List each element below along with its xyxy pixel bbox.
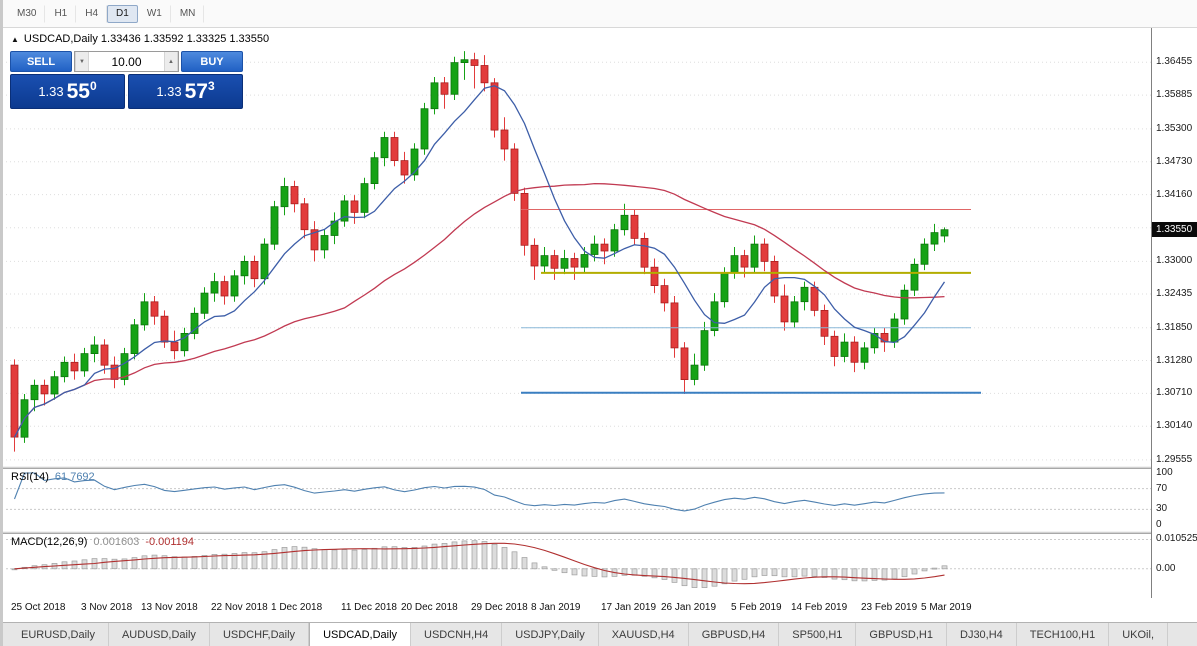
date-axis-label: 5 Feb 2019 [731,602,782,613]
sell-price-point: 0 [89,79,97,93]
chart-tab-usdjpy-daily[interactable]: USDJPY,Daily [502,623,599,646]
rsi-name: RSI(14) [11,471,49,483]
macd-name: MACD(12,26,9) [11,536,88,548]
axis-label: 1.33000 [1156,255,1193,267]
buy-price-pips: 57 [184,80,208,103]
date-axis-label: 14 Feb 2019 [791,602,848,613]
timeframe-buttons: M30 H1 H4 D1 W1 MN [8,4,205,23]
price-axis[interactable]: 1.33550 1.36455 1.35885 1.35300 1.34730 1.34… [1151,28,1197,598]
date-axis-label: 11 Dec 2018 [341,602,397,613]
date-axis-label: 23 Feb 2019 [861,602,918,613]
macd-main-value: 0.001603 [93,536,140,548]
date-axis-label: 17 Jan 2019 [601,602,657,613]
date-axis-label: 25 Oct 2018 [11,602,66,613]
timeframe-toolbar: M30 H1 H4 D1 W1 MN [3,0,1197,28]
chart-tab-audusd-daily[interactable]: AUDUSD,Daily [109,623,210,646]
sell-button[interactable]: SELL [10,51,72,72]
macd-signal-value: -0.001194 [145,536,195,548]
current-price-badge: 1.33550 [1152,221,1197,237]
axis-label: 1.34160 [1156,188,1193,200]
axis-label: 1.35300 [1156,122,1193,134]
axis-label: 0.010525 [1156,533,1197,545]
axis-label: 1.31850 [1156,321,1193,333]
date-axis-label: 13 Nov 2018 [141,602,198,613]
axis-label: 1.36455 [1156,56,1193,68]
pane-resizer[interactable] [3,531,1197,534]
axis-label: 0.00 [1156,562,1176,574]
ohlc-header: ▲ USDCAD,Daily 1.33436 1.33592 1.33325 1… [11,33,269,45]
timeframe-button-h4[interactable]: H4 [76,4,108,23]
volume-input[interactable]: 10.00 [111,54,142,69]
axis-label: 1.30710 [1156,387,1193,399]
chart-tab-dj30-h4[interactable]: DJ30,H4 [947,623,1017,646]
timeframe-button-h1[interactable]: H1 [45,4,77,23]
axis-label: 0 [1156,519,1162,530]
axis-label: 1.32435 [1156,287,1193,299]
axis-label: 30 [1156,503,1168,515]
axis-label: 1.31280 [1156,354,1193,366]
symbol-ohlc-text: USDCAD,Daily 1.33436 1.33592 1.33325 1.3… [23,33,270,45]
timeframe-button-mn[interactable]: MN [171,4,205,23]
date-axis-label: 26 Jan 2019 [661,602,717,613]
date-axis-label: 1 Dec 2018 [271,602,323,613]
rsi-indicator-label: RSI(14) 61.7692 [11,471,95,483]
rsi-value: 61.7692 [54,471,95,483]
axis-label: 100 [1156,467,1173,478]
axis-label: 1.30140 [1156,420,1193,432]
chart-tab-xauusd-h4[interactable]: XAUUSD,H4 [599,623,689,646]
pane-resizer[interactable] [3,466,1197,469]
buy-button[interactable]: BUY [181,51,243,72]
buy-price-point: 3 [207,79,215,93]
timeframe-button-d1[interactable]: D1 [107,4,138,23]
timeframe-button-w1[interactable]: W1 [138,4,171,23]
axis-label: 70 [1156,482,1168,494]
one-click-trading-panel: SELL ▼ 10.00 ▲ BUY 1.33 55 0 1.33 57 3 [10,51,243,109]
volume-increase-button[interactable]: ▲ [164,52,178,71]
date-axis-label: 20 Dec 2018 [401,602,458,613]
rsi-indicator-chart[interactable] [6,469,1151,531]
axis-label: 1.34730 [1156,155,1193,167]
chart-tabs-bar: EURUSD,Daily AUDUSD,Daily USDCHF,Daily USDC… [3,622,1197,646]
macd-indicator-chart[interactable] [6,534,1151,598]
buy-price-display[interactable]: 1.33 57 3 [128,74,243,109]
chart-tab-sp500-h1[interactable]: SP500,H1 [779,623,857,646]
axis-label: 1.35885 [1156,89,1193,101]
chart-tab-gbpusd-h1[interactable]: GBPUSD,H1 [856,623,947,646]
chart-tab-usdcnh-h4[interactable]: USDCNH,H4 [411,623,503,646]
chart-tab-tech100-h1[interactable]: TECH100,H1 [1017,623,1110,646]
volume-control[interactable]: ▼ 10.00 ▲ [74,51,179,72]
one-click-toggle-icon[interactable]: ▲ [11,34,19,44]
chart-tab-usdchf-daily[interactable]: USDCHF,Daily [210,623,310,646]
timeframe-button-m30[interactable]: M30 [8,4,46,23]
chart-tab-ukoil[interactable]: UKOil, [1109,623,1168,646]
date-axis-label: 5 Mar 2019 [921,602,972,613]
sell-price-display[interactable]: 1.33 55 0 [10,74,125,109]
date-axis-label: 8 Jan 2019 [531,602,581,613]
chart-tab-gbpusd-h4[interactable]: GBPUSD,H4 [689,623,780,646]
sell-price-pips: 55 [66,80,90,103]
date-axis-label: 22 Nov 2018 [211,602,268,613]
buy-price-big-figure: 1.33 [156,84,182,99]
sell-price-big-figure: 1.33 [38,84,64,99]
date-axis-label: 3 Nov 2018 [81,602,133,613]
candlestick-chart[interactable] [6,28,1151,466]
date-axis[interactable]: 25 Oct 2018 3 Nov 2018 13 Nov 2018 22 Nov 2… [6,598,1151,622]
chart-tab-eurusd-daily[interactable]: EURUSD,Daily [8,623,109,646]
chart-tab-usdcad-daily[interactable]: USDCAD,Daily [309,623,412,646]
date-axis-label: 29 Dec 2018 [471,602,528,613]
axis-label: 1.29555 [1156,453,1193,465]
macd-indicator-label: MACD(12,26,9) 0.001603 -0.001194 [11,536,194,548]
volume-decrease-button[interactable]: ▼ [75,52,89,71]
